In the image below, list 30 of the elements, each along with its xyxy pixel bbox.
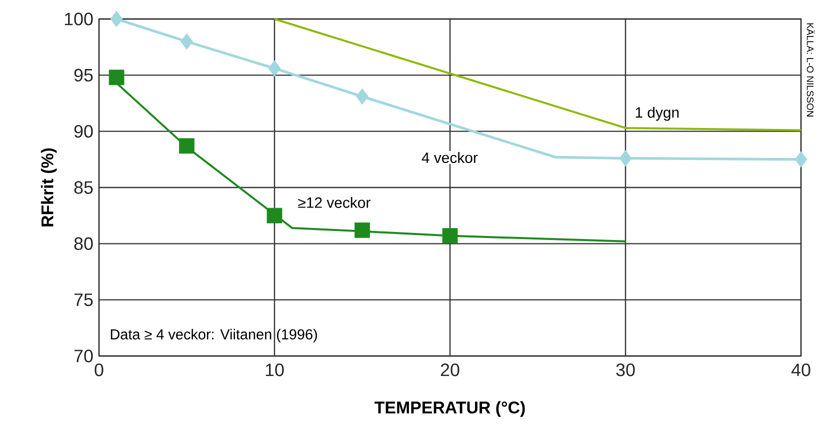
y-tick-label: 80 (74, 237, 93, 250)
point (442, 228, 458, 244)
series-label: ≥12 veckor (298, 196, 370, 208)
point (110, 10, 123, 28)
series-label: 4 veckor (422, 152, 478, 163)
point (179, 138, 194, 154)
y-tick-label: 90 (74, 124, 93, 138)
y-tick-label: 95 (74, 68, 93, 82)
point (180, 33, 193, 50)
point (354, 222, 370, 238)
point (794, 151, 808, 168)
text: KÄLLA: L-O NILSSON (806, 23, 815, 116)
point (266, 208, 282, 224)
y-tick-label: 75 (74, 294, 93, 306)
y-tick-label: 85 (74, 181, 93, 194)
x-tick-label: 10 (266, 364, 284, 376)
y-tick-label: 70 (74, 350, 93, 362)
x-tick-label: 40 (791, 364, 810, 376)
x-tick-label: 0 (94, 364, 104, 376)
y-axis-title: RFkrit (%) (40, 148, 57, 226)
point (268, 60, 281, 77)
y-tick-label: 100 (64, 12, 93, 26)
point (619, 150, 632, 166)
point (108, 70, 124, 86)
annotation: Data ≥ 4 veckor: Viitanen (1996) (110, 328, 317, 342)
series-label: 1 dygn (636, 106, 679, 121)
point (356, 88, 368, 105)
x-axis-title: TEMPERATUR (°C) (374, 401, 525, 417)
x-tick-label: 30 (616, 364, 635, 376)
x-tick-label: 20 (440, 364, 460, 376)
